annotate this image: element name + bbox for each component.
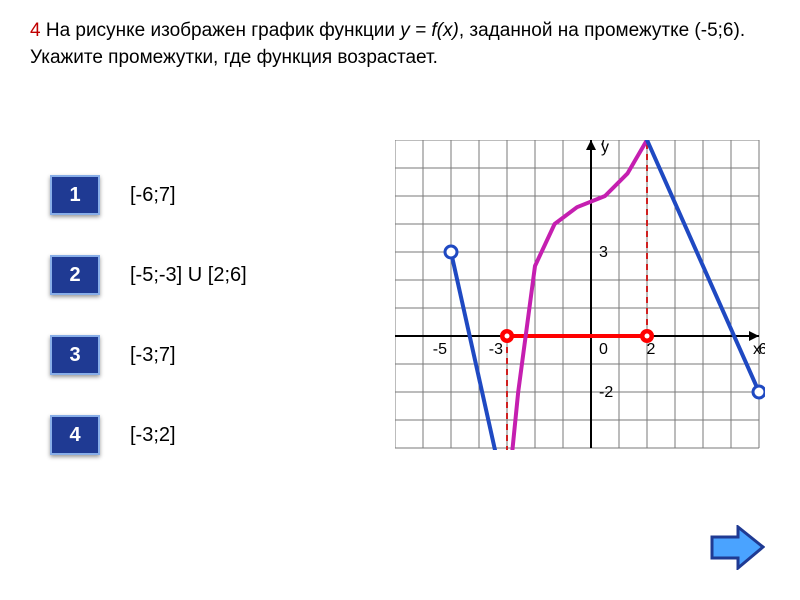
- svg-text:x: x: [753, 341, 761, 358]
- option-row: 1 [-6;7]: [50, 175, 247, 215]
- option-button-2[interactable]: 2: [50, 255, 100, 295]
- option-label: [-5;-3] U [2;6]: [130, 264, 247, 287]
- svg-text:0: 0: [599, 341, 608, 358]
- option-button-4[interactable]: 4: [50, 415, 100, 455]
- q-part-1: у = f(x): [400, 20, 459, 41]
- question-number: 4: [30, 20, 41, 41]
- option-row: 4 [-3;2]: [50, 415, 247, 455]
- svg-text:-2: -2: [599, 384, 613, 401]
- svg-text:-3: -3: [489, 341, 503, 358]
- function-graph: -5-302673-2-6xy: [395, 140, 765, 450]
- svg-text:y: y: [601, 140, 609, 156]
- svg-text:2: 2: [647, 341, 656, 358]
- option-row: 3 [-3;7]: [50, 335, 247, 375]
- question-text: 4 На рисунке изображен график функции у …: [30, 18, 770, 71]
- option-button-3[interactable]: 3: [50, 335, 100, 375]
- option-button-1[interactable]: 1: [50, 175, 100, 215]
- svg-text:3: 3: [599, 244, 608, 261]
- svg-text:-5: -5: [433, 341, 447, 358]
- option-row: 2 [-5;-3] U [2;6]: [50, 255, 247, 295]
- next-button[interactable]: [710, 525, 765, 570]
- q-part-0: На рисунке изображен график функции: [41, 20, 401, 41]
- option-label: [-3;7]: [130, 344, 176, 367]
- option-label: [-6;7]: [130, 184, 176, 207]
- option-label: [-3;2]: [130, 424, 176, 447]
- options-list: 1 [-6;7] 2 [-5;-3] U [2;6] 3 [-3;7] 4 [-…: [50, 175, 247, 495]
